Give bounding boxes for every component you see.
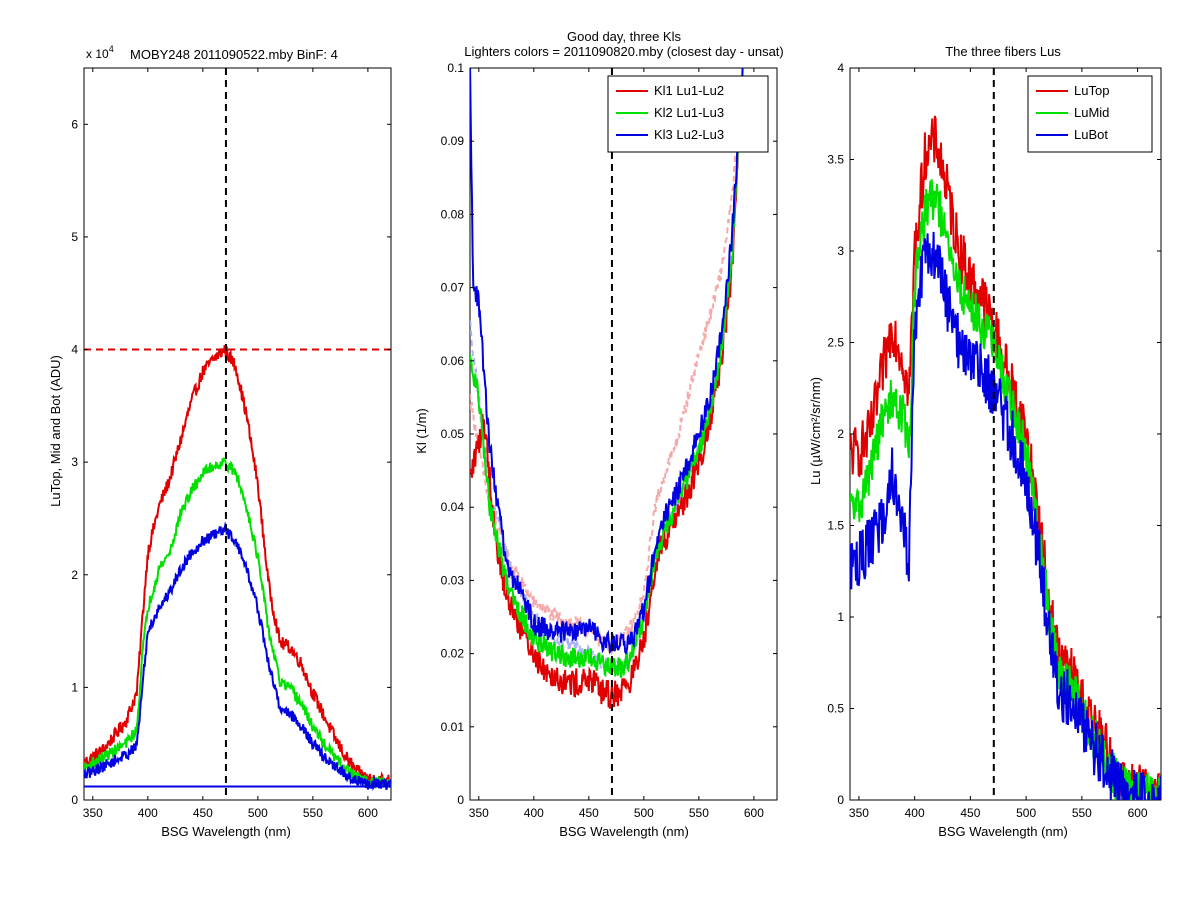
panel-3-legend-label-2: LuMid bbox=[1074, 105, 1109, 120]
panel-2-legend: Kl1 Lu1-Lu2 Kl2 Lu1-Lu3 Kl3 Lu2-Lu3 bbox=[607, 75, 769, 153]
panel-2-xtick-label: 450 bbox=[579, 806, 599, 820]
panel-2-ytick-label: 0.07 bbox=[441, 281, 465, 295]
panel-3-series-3 bbox=[850, 231, 1161, 800]
panel-2-legend-label-3: Kl3 Lu2-Lu3 bbox=[654, 127, 724, 142]
panel-2-xtick-label: 400 bbox=[524, 806, 544, 820]
panel-1-series-1 bbox=[84, 345, 391, 788]
panel-3-axes-frame bbox=[849, 67, 1162, 801]
panel-1-series-2 bbox=[84, 456, 391, 790]
panel-3-ytick-label: 2.5 bbox=[827, 336, 844, 350]
panel-3-ytick-label: 2 bbox=[837, 427, 844, 441]
panel-2-series-4 bbox=[470, 68, 744, 678]
panel-3-ylabel: Lu (µW/cm²/sr/nm) bbox=[808, 377, 823, 485]
panel-3-xlabel: BSG Wavelength (nm) bbox=[938, 824, 1068, 839]
panel-1-xtick-label: 600 bbox=[358, 806, 378, 820]
panel-2-series-group bbox=[470, 68, 744, 709]
panel-2-subtitle: Lighters colors = 2011090820.mby (closes… bbox=[464, 44, 784, 59]
panel-1-exponent-label: x 104 bbox=[86, 44, 114, 61]
panel-1-ytick-label: 2 bbox=[71, 568, 78, 582]
panel-1-series-3 bbox=[84, 521, 391, 792]
panel-1-xtick-label: 550 bbox=[303, 806, 323, 820]
panel-2-xtick-label: 550 bbox=[689, 806, 709, 820]
panel-3-xtick-label: 500 bbox=[1016, 806, 1036, 820]
panel-3-ytick-label: 3 bbox=[837, 244, 844, 258]
panel-2-ytick-label: 0.01 bbox=[441, 720, 465, 734]
panel-1-ytick-label: 0 bbox=[71, 793, 78, 807]
panel-2-axes-frame bbox=[469, 67, 778, 801]
panel-2-xtick-label: 350 bbox=[469, 806, 489, 820]
panel-3-ytick-label: 0.5 bbox=[827, 702, 844, 716]
panel-1-ytick-label: 4 bbox=[71, 343, 78, 357]
panel-1-ylabel: LuTop, Mid and Bot (ADU) bbox=[48, 355, 63, 507]
panel-3-ytick-label: 3.5 bbox=[827, 153, 844, 167]
panel-3-legend-label-3: LuBot bbox=[1074, 127, 1108, 142]
panel-2-title: Good day, three Kls bbox=[567, 29, 681, 44]
panel-2-series-3 bbox=[470, 75, 744, 709]
panel-3-plot-area: 350 400 450 500 550 600 0 0.5 1 1.5 2 2.5 3 3.5 4 LuTop… bbox=[827, 61, 1162, 820]
panel-3-series-2 bbox=[850, 179, 1161, 800]
panel-2-series-5 bbox=[470, 68, 744, 656]
panel-2-ytick-label: 0.1 bbox=[447, 61, 464, 75]
panel-3-legend: LuTop LuMid LuBot bbox=[1027, 75, 1153, 153]
panel-3-legend-label-1: LuTop bbox=[1074, 83, 1109, 98]
panel-1-ytick-label: 6 bbox=[71, 117, 78, 131]
panel-1-xtick-label: 450 bbox=[193, 806, 213, 820]
panel-3-xtick-label: 450 bbox=[960, 806, 980, 820]
panel-3-ytick-label: 1 bbox=[837, 610, 844, 624]
panel-1-ytick-label: 5 bbox=[71, 230, 78, 244]
panel-3-xtick-label: 350 bbox=[849, 806, 869, 820]
panel-1-xtick-label: 500 bbox=[248, 806, 268, 820]
panel-3-ytick-label: 1.5 bbox=[827, 519, 844, 533]
panel-1-ytick-label: 1 bbox=[71, 680, 78, 694]
panel-3-xtick-label: 600 bbox=[1128, 806, 1148, 820]
panel-1-xlabel: BSG Wavelength (nm) bbox=[161, 824, 291, 839]
panel-1-series-group bbox=[84, 345, 391, 792]
panel-3-series-group bbox=[850, 115, 1161, 800]
panel-2-plot-area: 350 400 450 500 550 600 0 0.01 0.02 0.03 0.04 0.05 0… bbox=[441, 61, 778, 820]
panel-2-ytick-label: 0.05 bbox=[441, 427, 465, 441]
panel-3-title: The three fibers Lus bbox=[945, 44, 1061, 59]
panel-2-ytick-label: 0.06 bbox=[441, 354, 465, 368]
panel-2-xlabel: BSG Wavelength (nm) bbox=[559, 824, 689, 839]
panel-1-plot-area: 350 400 450 500 550 600 0 1 2 3 4 5 6 bbox=[71, 67, 392, 820]
panel-2-ytick-label: 0.02 bbox=[441, 647, 465, 661]
panel-2-ytick-label: 0.08 bbox=[441, 207, 465, 221]
panel-3-xtick-label: 550 bbox=[1072, 806, 1092, 820]
panel-1-lu-adu: MOBY248 2011090522.mby BinF: 4 x 104 BSG… bbox=[48, 44, 338, 839]
panel-2-xtick-label: 500 bbox=[634, 806, 654, 820]
panel-2-kl: Good day, three Kls Lighters colors = 20… bbox=[414, 29, 784, 839]
panel-2-ytick-label: 0 bbox=[457, 793, 464, 807]
panel-3-lu: The three fibers Lus BSG Wavelength (nm)… bbox=[808, 44, 1068, 839]
panel-1-xtick-label: 350 bbox=[83, 806, 103, 820]
panel-1-xtick-label: 400 bbox=[138, 806, 158, 820]
panel-1-title: MOBY248 2011090522.mby BinF: 4 bbox=[130, 47, 338, 62]
panel-2-legend-label-2: Kl2 Lu1-Lu3 bbox=[654, 105, 724, 120]
panel-1-ytick-label: 3 bbox=[71, 455, 78, 469]
panel-3-xtick-label: 400 bbox=[905, 806, 925, 820]
panel-2-ytick-label: 0.04 bbox=[441, 500, 465, 514]
panel-2-legend-label-1: Kl1 Lu1-Lu2 bbox=[654, 83, 724, 98]
panel-2-ylabel: Kl (1/m) bbox=[414, 408, 429, 454]
panel-2-ytick-label: 0.09 bbox=[441, 134, 465, 148]
panel-2-xtick-label: 600 bbox=[744, 806, 764, 820]
panel-3-ytick-label: 0 bbox=[837, 793, 844, 807]
panel-3-ytick-label: 4 bbox=[837, 61, 844, 75]
panel-1-axes-frame bbox=[83, 67, 392, 801]
panel-2-ytick-label: 0.03 bbox=[441, 573, 465, 587]
